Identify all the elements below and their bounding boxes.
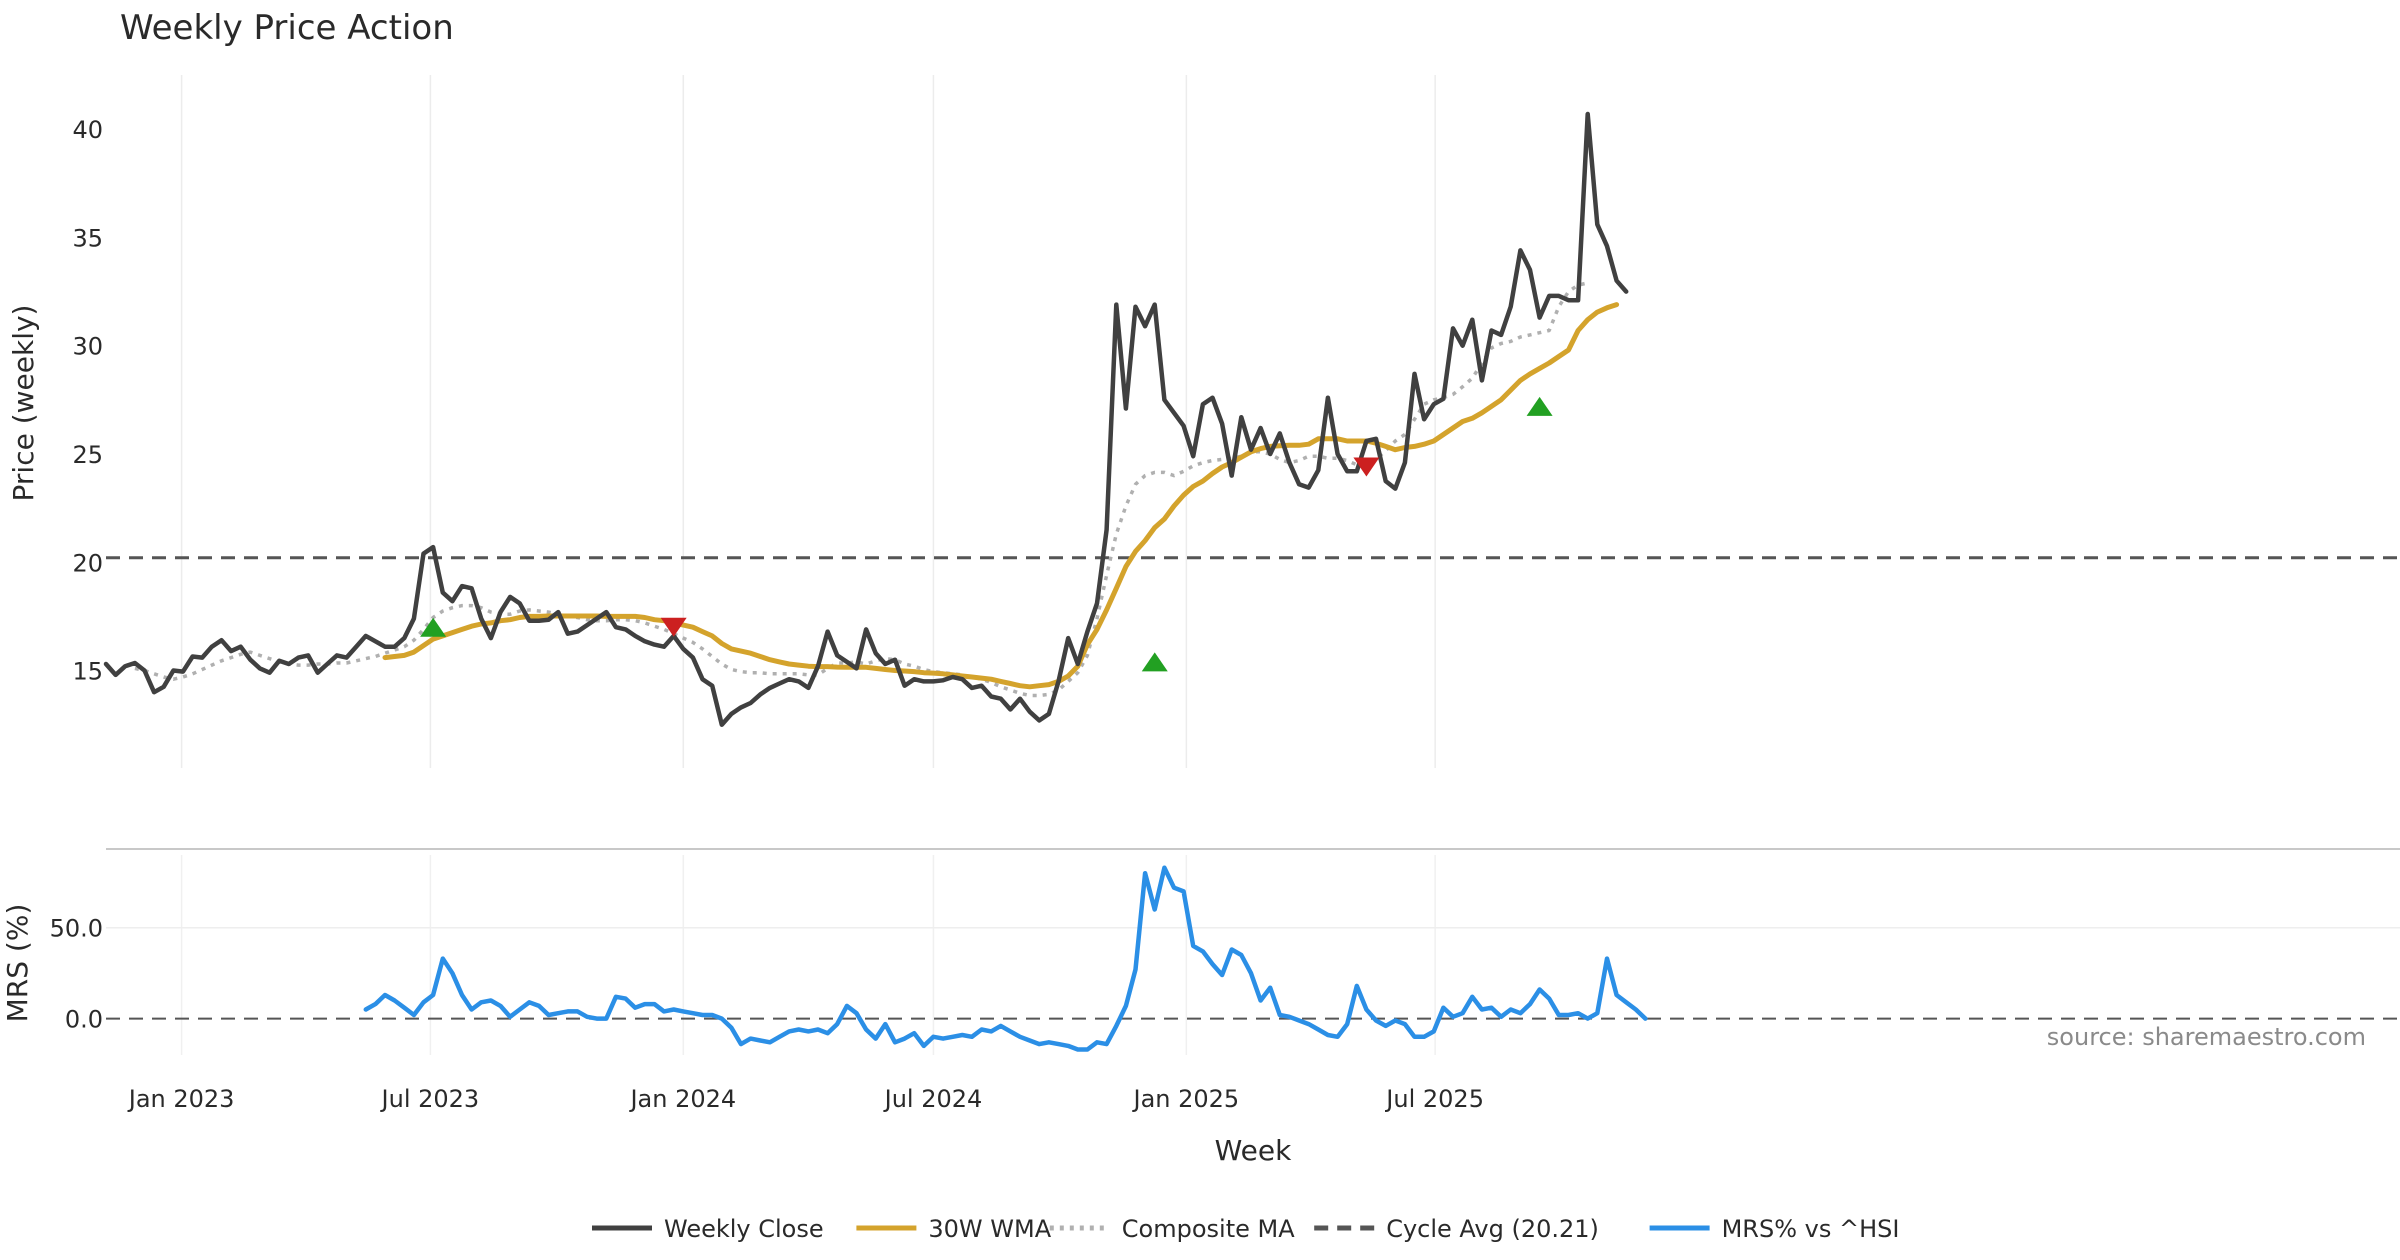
price-y-tick-label: 25 <box>72 441 103 469</box>
source-note: source: sharemaestro.com <box>2047 1023 2366 1051</box>
legend-label: Cycle Avg (20.21) <box>1386 1215 1599 1243</box>
legend-entry: Weekly Close <box>592 1215 824 1243</box>
x-axis-ticks: Jan 2023 Jul 2023 Jan 2024 Jul 2024 Jan 2025… <box>127 1085 1484 1113</box>
legend-entry: 30W WMA <box>856 1215 1052 1243</box>
price-y-tick-label: 20 <box>72 549 103 577</box>
legend-label: MRS% vs ^HSI <box>1722 1215 1900 1243</box>
mrs-y-axis-label: MRS (%) <box>1 904 34 1023</box>
x-tick-label: Jul 2024 <box>883 1085 983 1113</box>
signal-marker-up <box>420 617 447 637</box>
mrs-panel-grid <box>106 855 2400 1055</box>
legend-entry: Composite MA <box>1049 1215 1295 1243</box>
mrs-y-tick-label: 0.0 <box>65 1006 103 1034</box>
legend-label: 30W WMA <box>928 1215 1051 1243</box>
legend-label: Weekly Close <box>664 1215 824 1243</box>
chart-title: Weekly Price Action <box>120 8 454 48</box>
x-tick-label: Jul 2025 <box>1384 1085 1484 1113</box>
price-panel-grid <box>180 75 1436 768</box>
price-y-axis-label: Price (weekly) <box>7 305 40 502</box>
price-y-tick-label: 30 <box>72 333 103 361</box>
price-y-ticks: 15 20 25 30 35 40 <box>72 116 103 685</box>
price-y-tick-label: 35 <box>72 224 103 252</box>
signal-marker-down <box>660 617 687 637</box>
series-mrs <box>363 865 1648 1052</box>
signal-marker-up <box>1141 652 1168 672</box>
mrs-y-ticks: 0.0 50.0 <box>50 915 103 1034</box>
x-axis-label: Week <box>1215 1134 1292 1167</box>
legend-entry: Cycle Avg (20.21) <box>1314 1215 1599 1243</box>
chart-legend: Weekly Close 30W WMA Composite MA Cycle Avg… <box>592 1215 1899 1243</box>
signal-marker-up <box>1526 396 1553 416</box>
legend-entry: MRS% vs ^HSI <box>1649 1215 1900 1243</box>
series-30w-wma <box>382 302 1620 690</box>
price-y-tick-label: 40 <box>72 116 103 144</box>
x-tick-label: Jul 2023 <box>380 1085 480 1113</box>
series-composite-ma <box>134 281 1589 698</box>
legend-label: Composite MA <box>1122 1215 1295 1243</box>
price-y-tick-label: 15 <box>72 658 103 686</box>
x-tick-label: Jan 2024 <box>628 1085 736 1113</box>
price-series-group <box>103 111 2400 727</box>
x-tick-label: Jan 2023 <box>127 1085 235 1113</box>
mrs-y-tick-label: 50.0 <box>50 915 103 943</box>
x-tick-label: Jan 2025 <box>1132 1085 1240 1113</box>
series-weekly-close <box>103 111 1629 727</box>
signal-marker-down <box>1353 457 1380 477</box>
mrs-series-group <box>363 865 1648 1052</box>
